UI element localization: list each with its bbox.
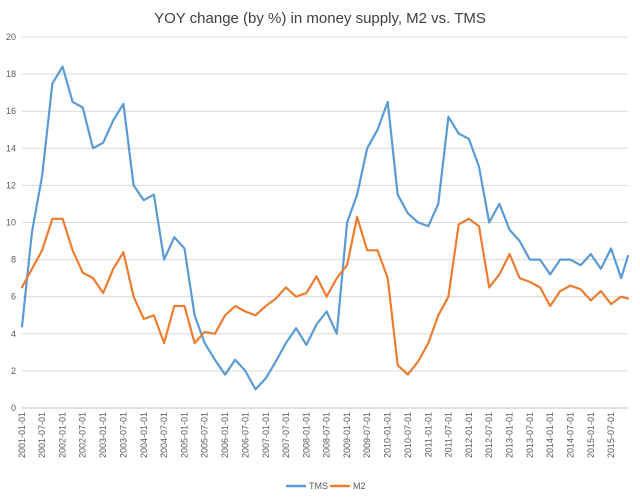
y-tick-label: 4 bbox=[11, 329, 16, 339]
x-tick-label: 2007-01-01 bbox=[261, 412, 271, 458]
x-tick-label: 2014-07-01 bbox=[565, 412, 575, 458]
y-tick-label: 20 bbox=[6, 32, 16, 42]
x-tick-label: 2002-07-01 bbox=[78, 412, 88, 458]
y-tick-label: 18 bbox=[6, 69, 16, 79]
y-tick-label: 14 bbox=[6, 143, 16, 153]
y-tick-label: 0 bbox=[11, 403, 16, 413]
x-tick-label: 2004-07-01 bbox=[159, 412, 169, 458]
x-tick-label: 2012-01-01 bbox=[464, 412, 474, 458]
y-tick-label: 12 bbox=[6, 180, 16, 190]
series-line-m2 bbox=[20, 215, 630, 376]
legend-label-tms: TMS bbox=[309, 481, 328, 491]
x-tick-label: 2003-07-01 bbox=[118, 412, 128, 458]
y-tick-label: 6 bbox=[11, 292, 16, 302]
x-tick-label: 2010-01-01 bbox=[383, 412, 393, 458]
x-tick-label: 2003-01-01 bbox=[98, 412, 108, 458]
y-tick-label: 10 bbox=[6, 218, 16, 228]
x-tick-label: 2012-07-01 bbox=[484, 412, 494, 458]
x-tick-label: 2014-01-01 bbox=[545, 412, 555, 458]
x-tick-label: 2015-01-01 bbox=[586, 412, 596, 458]
y-tick-label: 2 bbox=[11, 366, 16, 376]
x-tick-label: 2005-01-01 bbox=[180, 412, 190, 458]
x-tick-label: 2011-07-01 bbox=[443, 412, 453, 457]
legend-label-m2: M2 bbox=[353, 481, 366, 491]
x-tick-label: 2008-01-01 bbox=[301, 412, 311, 458]
x-tick-label: 2013-07-01 bbox=[525, 412, 535, 458]
x-tick-label: 2009-01-01 bbox=[342, 412, 352, 458]
y-tick-label: 8 bbox=[11, 255, 16, 265]
series-line-tms bbox=[20, 65, 630, 391]
x-tick-label: 2008-07-01 bbox=[322, 412, 332, 458]
x-tick-label: 2001-01-01 bbox=[17, 412, 27, 458]
x-tick-label: 2005-07-01 bbox=[200, 412, 210, 458]
x-tick-label: 2015-07-01 bbox=[606, 412, 616, 458]
x-tick-label: 2011-01-01 bbox=[423, 412, 433, 457]
chart-title: YOY change (by %) in money supply, M2 vs… bbox=[154, 10, 486, 27]
x-tick-label: 2006-07-01 bbox=[240, 412, 250, 458]
x-tick-label: 2001-07-01 bbox=[37, 412, 47, 458]
x-tick-label: 2007-07-01 bbox=[281, 412, 291, 458]
x-tick-label: 2013-01-01 bbox=[505, 412, 515, 458]
x-tick-label: 2009-07-01 bbox=[362, 412, 372, 458]
x-tick-label: 2004-01-01 bbox=[139, 412, 149, 458]
y-tick-label: 16 bbox=[6, 106, 16, 116]
x-tick-label: 2002-01-01 bbox=[58, 412, 68, 458]
x-tick-label: 2010-07-01 bbox=[403, 412, 413, 458]
x-tick-label: 2006-01-01 bbox=[220, 412, 230, 458]
